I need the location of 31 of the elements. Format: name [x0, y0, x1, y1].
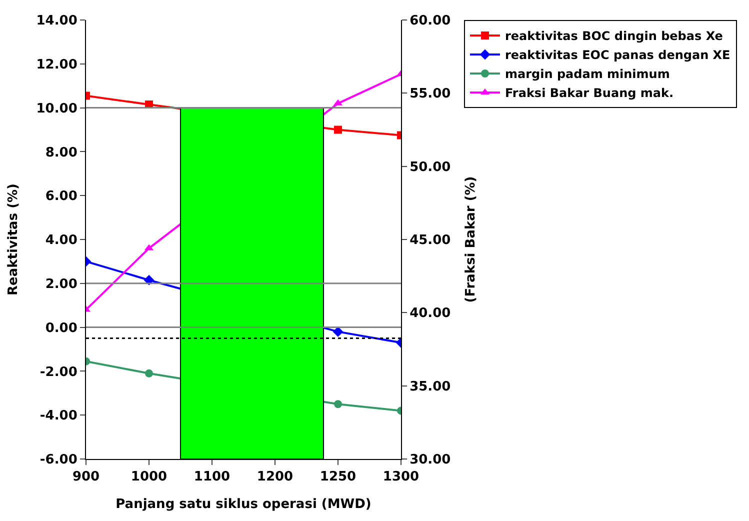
y-tick-label: -2.00 [40, 364, 78, 380]
y-tick-label: -4.00 [40, 408, 78, 424]
y2-tick-label: 40.00 [410, 306, 451, 322]
y-tick-label: 14.00 [36, 14, 78, 29]
y2-tick-label: 30.00 [410, 452, 451, 468]
y2-tick-label: 35.00 [410, 379, 451, 394]
x-tick-label: 1250 [320, 470, 356, 485]
y-tick-label: 2.00 [45, 276, 78, 292]
y-tick-label: 0.00 [45, 320, 78, 336]
x-tick-label: 900 [72, 470, 100, 485]
x-axis-title: Panjang satu siklus operasi (MWD) [116, 497, 372, 512]
y2-tick-label: 60.00 [410, 14, 451, 29]
y2-tick-label: 50.00 [410, 160, 451, 175]
legend-label: reaktivitas BOC dingin bebas Xe [505, 29, 723, 44]
y-tick-label: 8.00 [45, 145, 78, 160]
legend-label: reaktivitas EOC panas dengan XE [505, 48, 730, 62]
y2-tick-label: 55.00 [410, 86, 451, 102]
x-tick-label: 1200 [256, 470, 294, 485]
x-tick-label: 1000 [130, 470, 168, 485]
y2-tick-label: 45.00 [410, 233, 451, 248]
y-tick-label: -6.00 [40, 452, 78, 468]
x-tick-label: 1300 [382, 470, 420, 485]
y-tick-label: 12.00 [36, 57, 78, 72]
y-tick-label: 6.00 [45, 189, 78, 204]
legend-label: Fraksi Bakar Buang mak. [505, 86, 674, 100]
y-tick-label: 4.00 [45, 233, 78, 248]
y2-axis-title: (Fraksi Bakar (%) [463, 176, 478, 303]
y-axis-title: Reaktivitas (%) [6, 183, 22, 296]
x-tick-label: 1100 [194, 470, 230, 485]
legend-label: margin padam minimum [505, 67, 670, 82]
y-tick-label: 10.00 [36, 101, 78, 116]
